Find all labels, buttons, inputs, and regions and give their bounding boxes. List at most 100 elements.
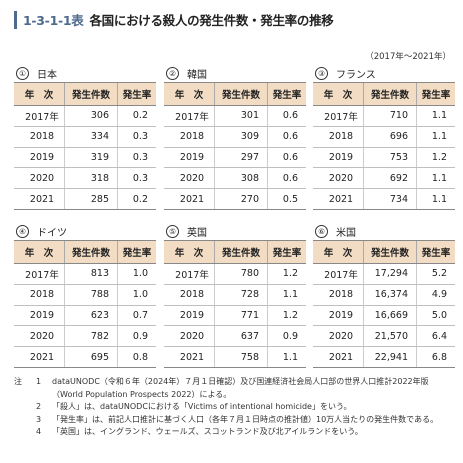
panel-number: ③ — [315, 66, 328, 80]
table-row: 2020 318 0.3 — [14, 167, 156, 190]
count-cell: 780 — [214, 263, 268, 285]
panel-header: ① 日本 — [14, 66, 156, 81]
panel-number: ⑥ — [315, 224, 328, 238]
count-cell: 21,570 — [363, 325, 417, 348]
year-cell: 2020 — [313, 325, 364, 348]
year-cell: 2021 — [164, 346, 215, 368]
country-name: 英国 — [187, 227, 207, 239]
table-row: 2020 308 0.6 — [164, 167, 306, 190]
rate-column-header: 発生率 — [117, 240, 156, 264]
rate-column-header: 発生率 — [416, 240, 455, 264]
header-row: 年 次発生件数 発生率 — [164, 240, 306, 264]
country-table: 年 次発生件数 発生率 2017年 780 1.2 2018 728 1.1 2019 771 1.… — [164, 240, 306, 368]
title-accent-bar — [14, 10, 17, 29]
table-row: 2017年 306 0.2 — [14, 105, 156, 127]
rate-cell: 1.1 — [267, 284, 306, 306]
rate-cell: 1.0 — [117, 284, 156, 306]
count-cell: 695 — [64, 346, 118, 368]
country-table: 年 次発生件数 発生率 2017年 301 0.6 2018 309 0.6 2019 297 0.… — [164, 82, 306, 210]
year-cell: 2020 — [313, 167, 364, 190]
count-column-header: 発生件数 — [363, 240, 417, 264]
count-cell: 319 — [64, 147, 118, 169]
table-row: 2017年 301 0.6 — [164, 105, 306, 127]
rate-cell: 6.8 — [416, 346, 455, 368]
table-row: 2019 16,669 5.0 — [313, 305, 455, 327]
header-row: 年 次発生件数 発生率 — [14, 240, 156, 264]
rate-cell: 6.4 — [416, 325, 455, 348]
year-cell: 2021 — [14, 188, 65, 210]
table-row: 2017年 813 1.0 — [14, 263, 156, 285]
table-row: 2021 270 0.5 — [164, 188, 306, 210]
table-row: 2018 696 1.1 — [313, 126, 455, 148]
rate-column-header: 発生率 — [267, 82, 306, 106]
count-cell: 782 — [64, 325, 118, 348]
year-cell: 2020 — [164, 167, 215, 190]
count-cell: 788 — [64, 284, 118, 306]
count-cell: 17,294 — [363, 263, 417, 285]
year-cell: 2019 — [164, 147, 215, 169]
country-name: フランス — [336, 69, 376, 81]
year-column-header: 年 次 — [14, 240, 65, 264]
note-item: 4 「英国」は、イングランド、ウェールズ、スコットランド及び北アイルランドをいう… — [36, 427, 363, 436]
year-cell: 2018 — [14, 284, 65, 306]
country-table: 年 次発生件数 発生率 2017年 17,294 5.2 2018 16,374 4.9 201… — [313, 240, 455, 368]
count-column-header: 発生件数 — [214, 82, 268, 106]
year-column-header: 年 次 — [164, 240, 215, 264]
rate-cell: 4.9 — [416, 284, 455, 306]
year-cell: 2018 — [313, 284, 364, 306]
year-cell: 2018 — [164, 284, 215, 306]
rate-cell: 0.6 — [267, 126, 306, 148]
table-number: 1-3-1-1表 — [23, 13, 84, 28]
table-row: 2020 637 0.9 — [164, 325, 306, 348]
year-column-header: 年 次 — [164, 82, 215, 106]
header-row: 年 次発生件数 発生率 — [313, 82, 455, 106]
table-row: 2021 22,941 6.8 — [313, 346, 455, 368]
count-cell: 637 — [214, 325, 268, 348]
header-row: 年 次発生件数 発生率 — [313, 240, 455, 264]
panel-number: ④ — [16, 224, 29, 238]
rate-cell: 5.0 — [416, 305, 455, 327]
count-cell: 16,374 — [363, 284, 417, 306]
table-row: 2018 16,374 4.9 — [313, 284, 455, 306]
rate-cell: 1.1 — [416, 105, 455, 127]
year-cell: 2017年 — [14, 263, 65, 285]
rate-cell: 0.3 — [117, 167, 156, 190]
country-panel: ④ ドイツ年 次発生件数 発生率 2017年 813 1.0 2018 788 1.0 2019 6… — [14, 224, 156, 368]
count-cell: 306 — [64, 105, 118, 127]
count-column-header: 発生件数 — [64, 82, 118, 106]
year-cell: 2017年 — [14, 105, 65, 127]
year-column-header: 年 次 — [313, 240, 364, 264]
rate-cell: 1.0 — [117, 263, 156, 285]
year-cell: 2019 — [14, 305, 65, 327]
table-row: 2019 297 0.6 — [164, 147, 306, 169]
panel-number: ⑤ — [166, 224, 179, 238]
panel-header: ④ ドイツ — [14, 224, 156, 239]
table-row: 2020 692 1.1 — [313, 167, 455, 190]
year-cell: 2021 — [14, 346, 65, 368]
count-cell: 753 — [363, 147, 417, 169]
count-cell: 692 — [363, 167, 417, 190]
table-row: 2018 334 0.3 — [14, 126, 156, 148]
country-name: 韓国 — [187, 69, 207, 81]
year-cell: 2017年 — [164, 263, 215, 285]
year-cell: 2019 — [313, 305, 364, 327]
panel-number: ① — [16, 66, 29, 80]
note-item: 注 1 dataUNODC（令和６年（2024年）７月１日確認）及び国連経済社会… — [14, 376, 454, 401]
year-column-header: 年 次 — [313, 82, 364, 106]
count-column-header: 発生件数 — [363, 82, 417, 106]
table-row: 2019 623 0.7 — [14, 305, 156, 327]
rate-cell: 0.5 — [267, 188, 306, 210]
table-title: 各国における殺人の発生件数・発生率の推移 — [89, 13, 334, 28]
rate-column-header: 発生率 — [267, 240, 306, 264]
period-label: （2017年～2021年） — [365, 52, 451, 62]
count-column-header: 発生件数 — [214, 240, 268, 264]
year-cell: 2017年 — [164, 105, 215, 127]
year-cell: 2018 — [14, 126, 65, 148]
panel-header: ⑥ 米国 — [313, 224, 455, 239]
count-column-header: 発生件数 — [64, 240, 118, 264]
year-cell: 2021 — [313, 346, 364, 368]
table-row: 2017年 780 1.2 — [164, 263, 306, 285]
count-cell: 22,941 — [363, 346, 417, 368]
year-cell: 2018 — [164, 126, 215, 148]
rate-column-header: 発生率 — [117, 82, 156, 106]
